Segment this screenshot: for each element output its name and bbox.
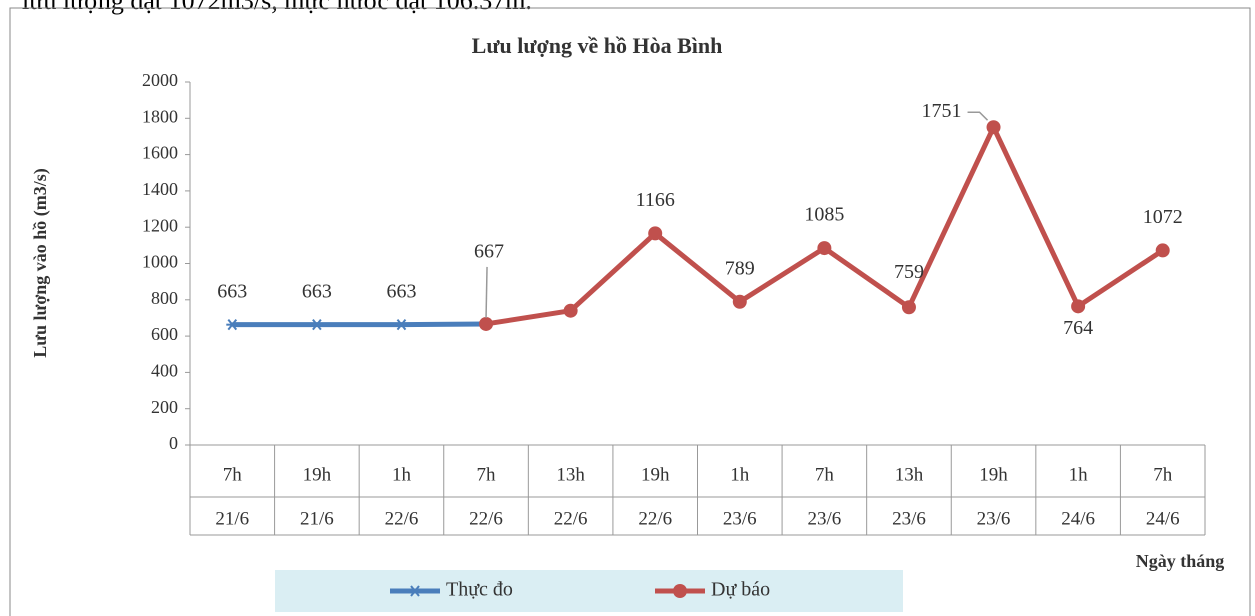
marker xyxy=(648,226,663,241)
chart-frame xyxy=(9,7,1251,616)
x-tick-label: 1h xyxy=(730,464,750,485)
legend-label: Dự báo xyxy=(711,579,770,601)
leader-line xyxy=(967,111,989,121)
x-tick-label: 19h xyxy=(979,464,1008,485)
legend-box xyxy=(275,570,903,612)
marker-stroke xyxy=(312,319,322,331)
x-tick-label: 19h xyxy=(303,464,332,485)
marker xyxy=(1071,299,1086,314)
data-label: 1751 xyxy=(922,100,962,122)
x-tick-label: 22/6 xyxy=(385,508,419,529)
marker-stroke xyxy=(227,319,238,331)
y-tick-label: 1600 xyxy=(142,143,178,163)
x-tick-label: 1h xyxy=(392,464,412,485)
y-tick-label: 2000 xyxy=(142,70,178,90)
legend-label: Thực đo xyxy=(446,579,513,601)
marker xyxy=(310,319,323,331)
data-label: 663 xyxy=(386,280,416,302)
data-label: 764 xyxy=(1063,317,1093,339)
x-tick-label: 7h xyxy=(815,464,835,485)
x-tick-label: 21/6 xyxy=(215,508,249,529)
marker-stroke xyxy=(396,319,407,331)
x-tick-label: 13h xyxy=(556,464,585,485)
data-label: 1085 xyxy=(804,204,844,226)
data-label: 663 xyxy=(302,280,332,302)
x-axis-title: Ngày tháng xyxy=(1136,551,1225,571)
marker xyxy=(732,294,747,309)
x-tick-label: 23/6 xyxy=(723,508,757,529)
x-tick-label: 7h xyxy=(477,464,497,485)
data-label: 789 xyxy=(725,257,755,279)
x-tick-label: 21/6 xyxy=(300,508,334,529)
chart-title: Lưu lượng về hồ Hòa Bình xyxy=(472,33,723,58)
x-tick-label: 23/6 xyxy=(977,508,1011,529)
y-tick-label: 1800 xyxy=(142,106,178,126)
x-tick-label: 22/6 xyxy=(469,508,503,529)
marker xyxy=(395,319,408,331)
data-label: 667 xyxy=(474,241,504,263)
data-label: 759 xyxy=(894,261,924,283)
marker xyxy=(563,303,578,318)
data-label: 1166 xyxy=(636,189,675,211)
x-tick-label: 23/6 xyxy=(892,508,926,529)
x-tick-label: 19h xyxy=(641,464,670,485)
marker-stroke xyxy=(410,585,420,597)
x-tick-label: 7h xyxy=(1153,464,1173,485)
x-tick-label: 7h xyxy=(223,464,243,485)
data-label: 663 xyxy=(217,280,247,302)
series-line xyxy=(232,321,487,328)
marker xyxy=(226,319,239,331)
x-tick-label: 24/6 xyxy=(1146,508,1180,529)
y-tick-label: 1400 xyxy=(142,179,178,199)
x-tick-label: 22/6 xyxy=(638,508,672,529)
marker xyxy=(673,584,687,598)
leader-line xyxy=(485,266,488,318)
y-tick-label: 1000 xyxy=(142,252,178,272)
marker xyxy=(817,241,832,256)
marker xyxy=(901,300,916,315)
y-tick-label: 1200 xyxy=(142,215,178,235)
y-tick-label: 0 xyxy=(169,433,178,453)
marker xyxy=(409,585,421,597)
data-label: 1072 xyxy=(1143,206,1183,228)
y-tick-label: 600 xyxy=(151,324,178,344)
x-tick-label: 23/6 xyxy=(807,508,841,529)
y-tick-label: 800 xyxy=(151,288,178,308)
y-axis-title: Lưu lượng vào hồ (m3/s) xyxy=(30,168,51,358)
y-tick-label: 200 xyxy=(151,397,178,417)
x-tick-label: 13h xyxy=(895,464,924,485)
marker xyxy=(1155,243,1170,258)
x-tick-label: 1h xyxy=(1069,464,1089,485)
x-tick-label: 24/6 xyxy=(1061,508,1095,529)
y-tick-label: 400 xyxy=(151,361,178,381)
marker xyxy=(479,316,494,331)
marker xyxy=(986,120,1001,135)
x-tick-label: 22/6 xyxy=(554,508,588,529)
